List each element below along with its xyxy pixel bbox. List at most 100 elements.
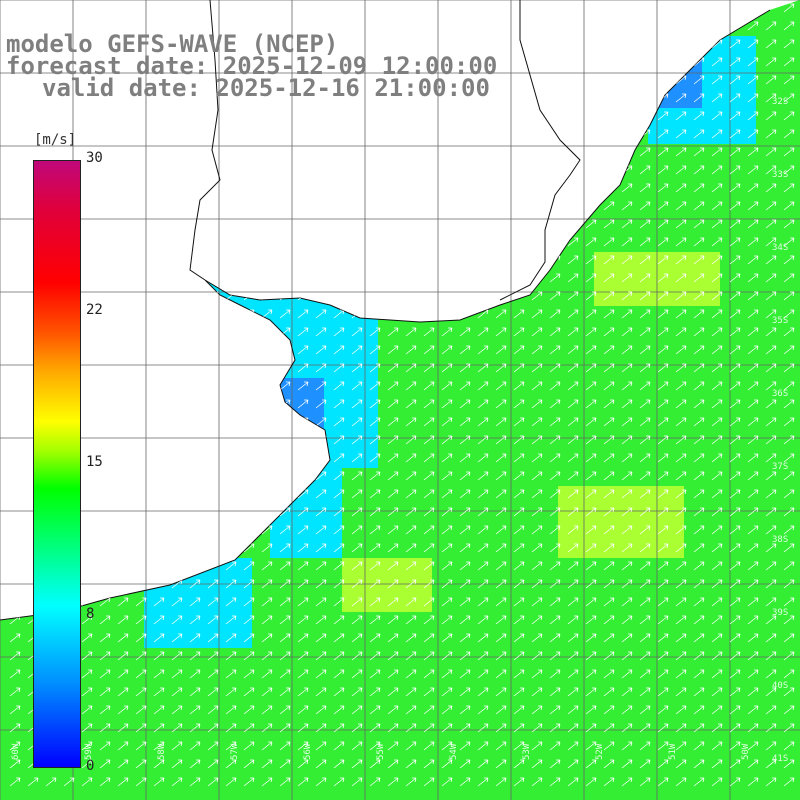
wind-cell	[684, 198, 702, 216]
wind-cell	[612, 288, 630, 306]
wind-cell	[414, 288, 432, 306]
wind-arrow	[531, 489, 543, 499]
wind-arrow	[585, 597, 597, 607]
wind-arrow	[603, 129, 615, 139]
wind-arrow	[81, 327, 93, 337]
wind-arrow	[261, 489, 273, 499]
wind-cell	[504, 738, 522, 756]
wind-cell	[684, 180, 702, 198]
wind-arrow	[729, 435, 741, 445]
wind-arrow	[153, 201, 165, 211]
wind-cell	[288, 684, 306, 702]
wind-arrow	[423, 543, 435, 553]
wind-arrow	[495, 39, 507, 49]
wind-cell	[162, 756, 180, 774]
wind-arrow	[297, 183, 309, 193]
wind-cell	[252, 468, 270, 486]
wind-arrow	[657, 309, 669, 319]
wind-cell	[792, 198, 800, 216]
wind-arrow	[693, 705, 705, 715]
wind-arrow	[423, 399, 435, 409]
wind-cell	[126, 414, 144, 432]
wind-cell	[558, 270, 576, 288]
wind-arrow	[459, 201, 471, 211]
wind-arrow	[639, 705, 651, 715]
wind-cell	[0, 180, 18, 198]
wind-arrow	[639, 273, 651, 283]
wind-arrow	[387, 561, 399, 571]
wind-arrow	[135, 723, 147, 733]
wind-cell	[288, 702, 306, 720]
wind-cell	[540, 234, 558, 252]
wind-arrow	[549, 435, 561, 445]
wind-arrow	[9, 777, 21, 787]
wind-arrow	[711, 597, 723, 607]
wind-arrow	[729, 237, 741, 247]
wind-arrow	[369, 723, 381, 733]
wind-cell	[702, 612, 720, 630]
wind-arrow	[729, 651, 741, 661]
wind-cell	[594, 252, 612, 270]
wind-cell	[540, 162, 558, 180]
wind-cell	[198, 738, 216, 756]
wind-cell	[522, 432, 540, 450]
wind-arrow	[279, 543, 291, 553]
wind-arrow	[387, 21, 399, 31]
wind-cell	[774, 558, 792, 576]
wind-cell	[270, 450, 288, 468]
wind-cell	[342, 414, 360, 432]
wind-arrow	[243, 183, 255, 193]
wind-arrow	[81, 705, 93, 715]
wind-arrow	[513, 399, 525, 409]
wind-cell	[540, 306, 558, 324]
wind-arrow	[387, 381, 399, 391]
wind-cell	[324, 720, 342, 738]
wind-arrow	[351, 291, 363, 301]
wind-arrow	[729, 3, 741, 13]
wind-arrow	[477, 327, 489, 337]
wind-arrow	[747, 345, 759, 355]
wind-arrow	[603, 705, 615, 715]
wind-arrow	[765, 615, 777, 625]
wind-arrow	[657, 705, 669, 715]
wind-cell	[342, 468, 360, 486]
wind-cell	[522, 558, 540, 576]
wind-cell	[558, 702, 576, 720]
wind-arrow	[225, 21, 237, 31]
wind-cell	[306, 306, 324, 324]
wind-arrow	[315, 165, 327, 175]
wind-arrow	[351, 651, 363, 661]
wind-arrow	[675, 615, 687, 625]
wind-arrow	[297, 129, 309, 139]
wind-cell	[558, 18, 576, 36]
wind-arrow	[81, 615, 93, 625]
wind-arrow	[441, 651, 453, 661]
wind-arrow	[261, 255, 273, 265]
wind-cell	[306, 378, 324, 396]
wind-arrow	[783, 345, 795, 355]
wind-arrow	[711, 723, 723, 733]
wind-cell	[396, 720, 414, 738]
wind-cell	[720, 18, 738, 36]
wind-cell	[702, 144, 720, 162]
wind-cell	[198, 720, 216, 738]
wind-cell	[702, 414, 720, 432]
wind-cell	[414, 612, 432, 630]
wind-cell	[612, 630, 630, 648]
wind-arrow	[99, 399, 111, 409]
wind-cell	[234, 630, 252, 648]
wind-arrow	[9, 543, 21, 553]
wind-arrow	[423, 741, 435, 751]
wind-cell	[450, 720, 468, 738]
wind-arrow	[207, 309, 219, 319]
wind-arrow	[189, 183, 201, 193]
wind-cell	[342, 774, 360, 792]
wind-arrow	[207, 651, 219, 661]
wind-arrow	[369, 543, 381, 553]
wind-arrow	[621, 255, 633, 265]
wind-arrow	[513, 471, 525, 481]
wind-arrow	[333, 615, 345, 625]
wind-cell	[612, 792, 630, 800]
wind-arrow	[657, 669, 669, 679]
wind-cell	[558, 180, 576, 198]
